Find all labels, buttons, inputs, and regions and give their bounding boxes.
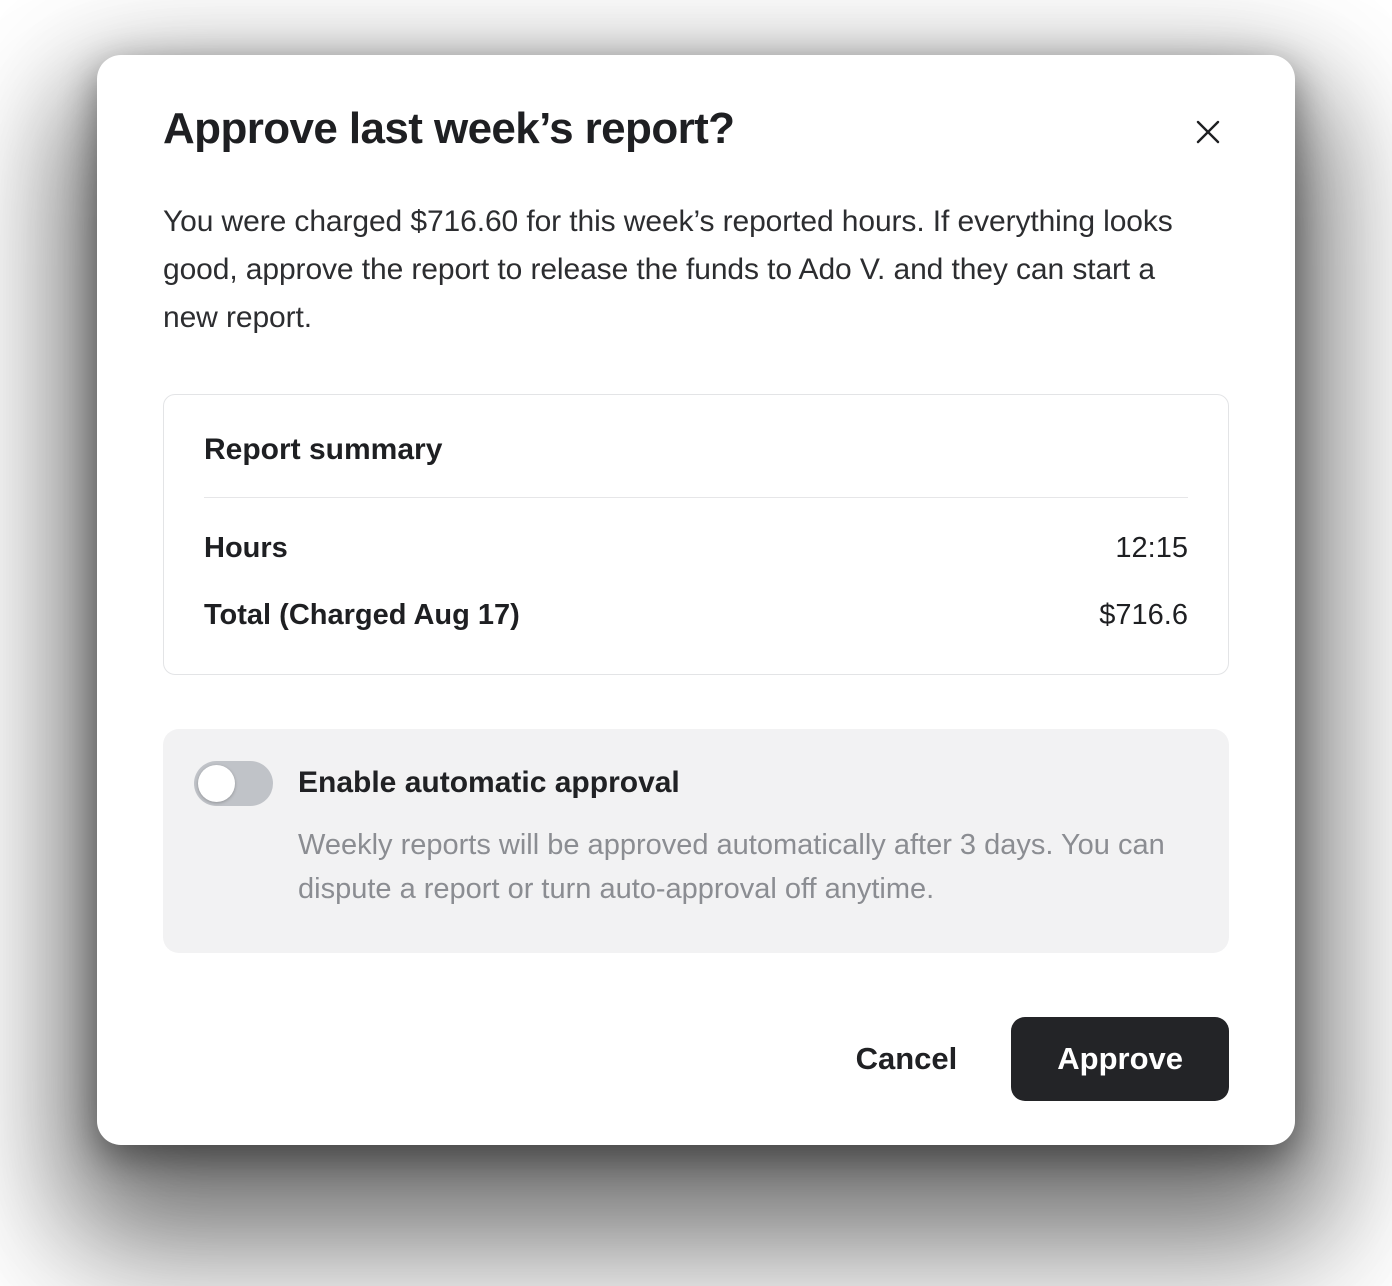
auto-approval-panel: Enable automatic approval Weekly reports… [163, 728, 1229, 953]
dialog-footer: Cancel Approve [163, 1016, 1229, 1101]
total-label: Total (Charged Aug 17) [204, 598, 520, 631]
summary-row-hours: Hours 12:15 [204, 532, 1188, 565]
auto-approval-toggle[interactable] [194, 760, 273, 806]
dialog-header: Approve last week’s report? [163, 103, 1229, 156]
auto-approval-description: Weekly reports will be approved automati… [298, 828, 1165, 905]
approve-button[interactable]: Approve [1011, 1016, 1229, 1101]
close-button[interactable] [1187, 111, 1229, 153]
summary-row-total: Total (Charged Aug 17) $716.6 [204, 599, 1188, 632]
hours-label: Hours [204, 531, 288, 564]
dialog-body-text: You were charged $716.60 for this week’s… [163, 204, 1173, 334]
report-summary-card: Report summary Hours 12:15 Total (Charge… [163, 393, 1229, 675]
close-icon [1193, 120, 1223, 150]
total-value: $716.6 [1099, 598, 1188, 631]
approve-report-dialog: Approve last week’s report? You were cha… [97, 55, 1295, 1145]
toggle-knob [198, 764, 235, 802]
cancel-button[interactable]: Cancel [855, 1040, 958, 1076]
auto-approval-label: Enable automatic approval [298, 766, 680, 800]
report-summary-title: Report summary [204, 432, 443, 466]
summary-divider [204, 496, 1188, 498]
hours-value: 12:15 [1115, 531, 1188, 564]
dialog-title: Approve last week’s report? [163, 104, 735, 153]
auto-approval-row: Enable automatic approval [194, 760, 1197, 806]
